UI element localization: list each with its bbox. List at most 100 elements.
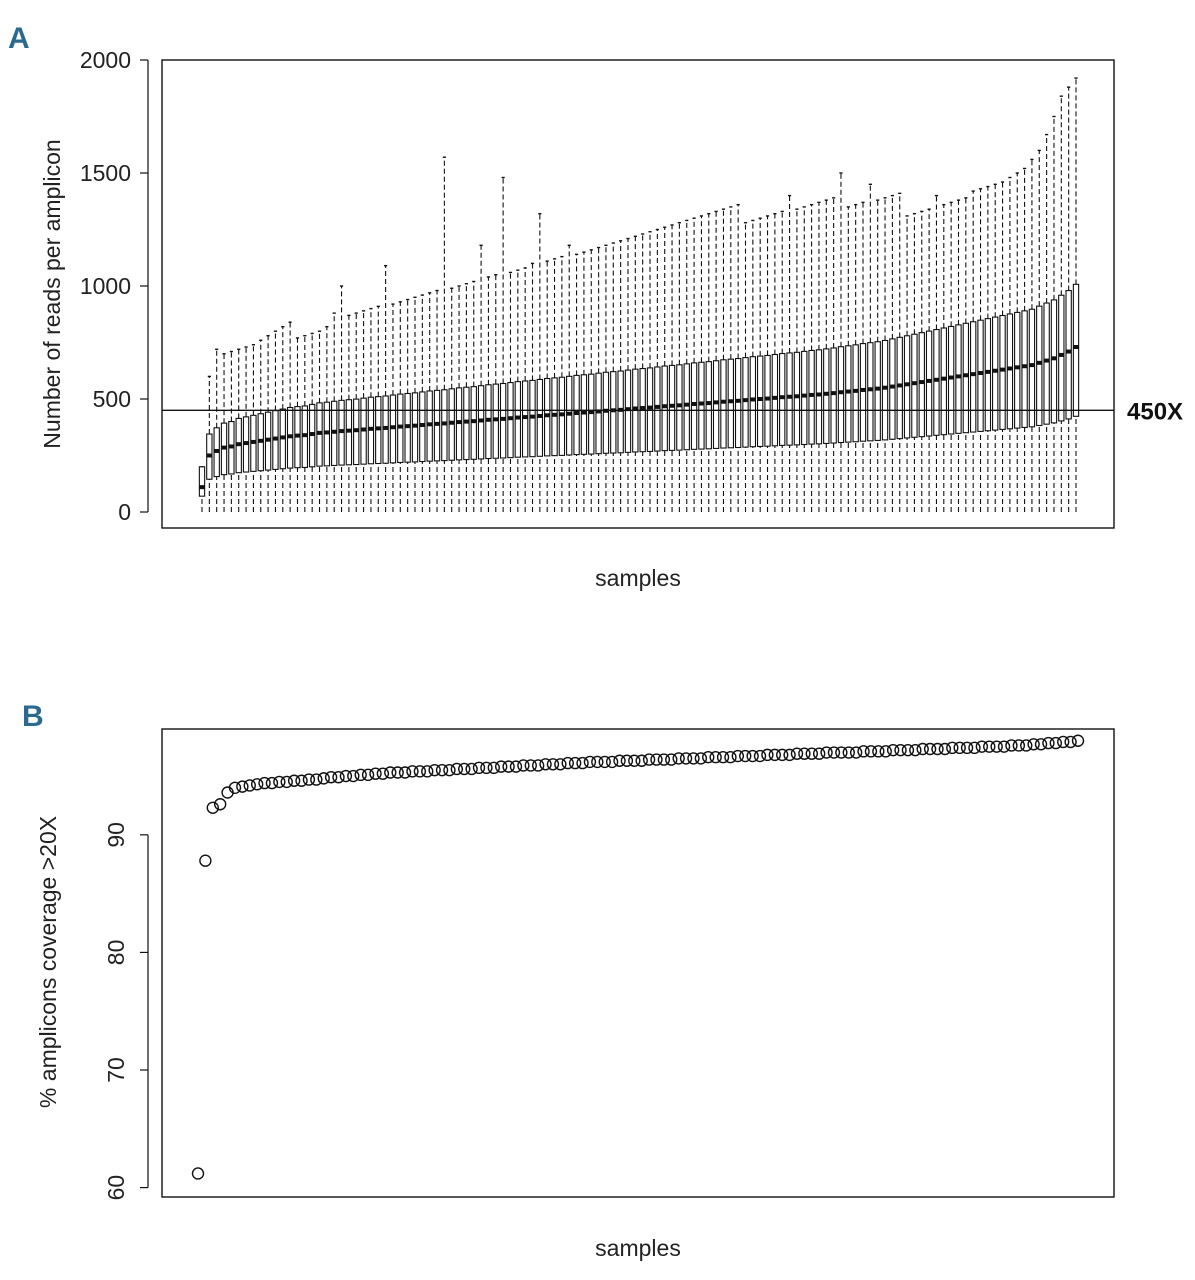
box-83	[801, 206, 808, 512]
data-point	[236, 780, 249, 793]
iqr-box	[1006, 313, 1014, 430]
data-point	[273, 775, 286, 789]
iqr-box	[984, 318, 992, 432]
data-point	[369, 767, 382, 780]
data-point	[909, 743, 922, 757]
box-35	[448, 287, 455, 512]
data-point	[576, 756, 589, 770]
data-point	[421, 765, 434, 778]
box-51	[566, 244, 573, 512]
iqr-box	[992, 316, 999, 431]
box-42	[499, 176, 507, 512]
panel-b-letter: B	[22, 700, 44, 733]
data-point	[191, 1167, 205, 1180]
box-17	[316, 330, 323, 512]
iqr-box	[720, 359, 727, 449]
box-84	[808, 203, 815, 512]
iqr-box	[756, 355, 764, 448]
box-20	[338, 285, 345, 512]
box-30	[411, 296, 419, 512]
box-63	[654, 228, 661, 512]
data-point	[790, 747, 804, 760]
iqr-box	[925, 330, 933, 437]
iqr-box	[624, 369, 632, 453]
data-point	[798, 747, 811, 760]
data-point	[250, 778, 264, 791]
data-point	[524, 759, 537, 772]
data-point	[849, 746, 863, 759]
data-point	[502, 760, 515, 773]
data-point	[768, 748, 782, 762]
iqr-box	[1065, 290, 1072, 420]
box-47	[536, 212, 544, 512]
data-point	[1042, 736, 1055, 750]
panel-a-boxplot: 0 500 1000 1500 2000 450X Number of reads pe…	[39, 47, 1183, 591]
iqr-box	[911, 333, 918, 438]
data-point	[753, 749, 767, 763]
iqr-box	[602, 371, 610, 454]
box-61	[639, 233, 646, 512]
data-point	[1064, 735, 1077, 749]
box-103	[947, 201, 955, 512]
data-point	[702, 751, 715, 764]
box-41	[492, 274, 499, 512]
panel-b-x-axis-title: samples	[595, 1235, 681, 1261]
data-point	[302, 773, 316, 786]
panel-b-y-axis-title: % amplicons coverage >20X	[35, 816, 61, 1108]
data-point	[280, 775, 293, 789]
box-33	[433, 289, 441, 512]
box-91	[859, 201, 867, 512]
box-76	[749, 219, 757, 512]
data-point	[916, 742, 929, 756]
y-tick-label: 90	[103, 822, 129, 848]
data-point	[258, 776, 271, 790]
box-93	[874, 199, 881, 512]
data-point	[761, 748, 774, 762]
iqr-box	[815, 349, 823, 445]
data-point	[472, 761, 486, 775]
y-tick-label: 80	[103, 940, 129, 966]
iqr-box	[896, 336, 903, 440]
data-point	[398, 766, 412, 779]
box-57	[610, 242, 617, 512]
data-point	[946, 741, 959, 755]
box-72	[720, 208, 727, 512]
data-point	[332, 771, 345, 784]
iqr-box	[668, 364, 676, 451]
box-7	[242, 346, 250, 512]
data-point	[746, 749, 759, 763]
box-58	[617, 240, 624, 512]
box-117	[1050, 115, 1058, 512]
iqr-box	[837, 346, 845, 444]
iqr-box	[955, 324, 962, 434]
box-104	[955, 199, 962, 512]
data-point	[687, 752, 700, 765]
data-point	[384, 766, 397, 779]
box-59	[624, 237, 632, 512]
box-67	[683, 219, 690, 512]
box-99	[918, 210, 925, 512]
data-point	[842, 746, 855, 759]
box-22	[353, 312, 360, 512]
data-point	[428, 763, 441, 777]
data-point	[953, 741, 966, 755]
data-point	[886, 743, 900, 757]
box-49	[551, 258, 558, 512]
iqr-box	[903, 335, 911, 439]
data-point	[487, 761, 500, 775]
box-109	[992, 183, 999, 512]
box-2	[206, 375, 213, 512]
data-point	[657, 753, 671, 766]
data-point	[650, 753, 663, 766]
box-28	[397, 301, 404, 512]
iqr-box	[683, 363, 690, 451]
iqr-box	[1036, 305, 1043, 427]
box-74	[734, 203, 742, 512]
box-50	[558, 255, 566, 512]
data-point	[354, 768, 367, 782]
iqr-box	[1014, 311, 1021, 429]
box-52	[573, 253, 580, 512]
box-23	[360, 310, 367, 512]
box-31	[419, 294, 426, 512]
data-point	[324, 771, 338, 784]
